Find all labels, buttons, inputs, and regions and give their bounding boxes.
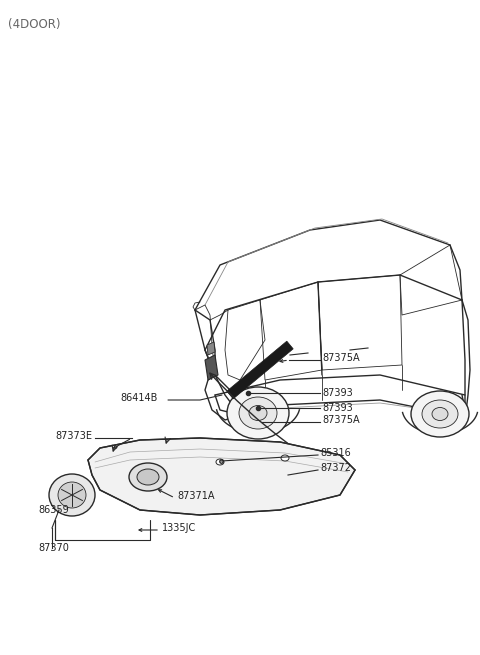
- Text: 87375A: 87375A: [322, 415, 360, 425]
- Ellipse shape: [58, 482, 86, 508]
- Ellipse shape: [249, 405, 267, 421]
- Text: (4DOOR): (4DOOR): [8, 18, 60, 31]
- Polygon shape: [207, 342, 215, 355]
- Ellipse shape: [422, 400, 458, 428]
- Ellipse shape: [216, 459, 224, 465]
- Text: 1335JC: 1335JC: [162, 523, 196, 533]
- Text: 85316: 85316: [320, 448, 351, 458]
- Ellipse shape: [411, 391, 469, 437]
- Ellipse shape: [432, 407, 448, 421]
- Text: 87375A: 87375A: [322, 353, 360, 363]
- Polygon shape: [88, 438, 355, 515]
- Ellipse shape: [239, 397, 277, 429]
- Ellipse shape: [129, 463, 167, 491]
- Ellipse shape: [137, 469, 159, 485]
- Text: 87370: 87370: [38, 543, 69, 553]
- Text: 87371A: 87371A: [177, 491, 215, 501]
- Polygon shape: [205, 355, 218, 380]
- Ellipse shape: [227, 387, 289, 439]
- Text: 87372: 87372: [320, 463, 351, 473]
- Polygon shape: [227, 341, 293, 399]
- Text: 86414B: 86414B: [120, 393, 157, 403]
- Text: 86359: 86359: [38, 505, 69, 515]
- Text: 87393: 87393: [322, 403, 353, 413]
- Ellipse shape: [49, 474, 95, 516]
- Ellipse shape: [281, 455, 289, 461]
- Text: 87373E: 87373E: [55, 431, 92, 441]
- Text: 87393: 87393: [322, 388, 353, 398]
